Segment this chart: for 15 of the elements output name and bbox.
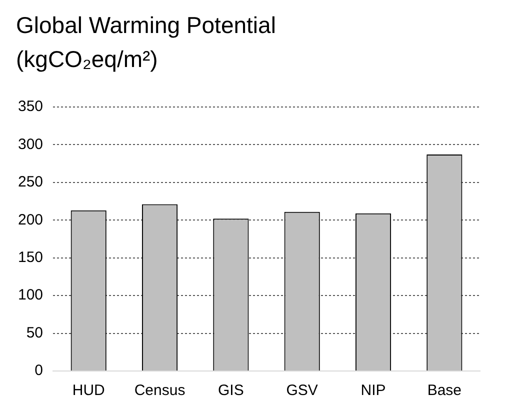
x-tick-label: GIS [218,382,244,400]
y-tick-label: 200 [18,211,44,228]
x-tick-label: Base [427,382,462,400]
chart-title: Global Warming Potential (kgCO₂eq/m²) [16,11,277,74]
x-tick-label: GSV [286,382,318,400]
y-tick-label: 350 [18,98,44,116]
y-tick-label: 250 [18,174,44,191]
y-tick-label: 300 [18,136,44,153]
y-tick-label: 150 [18,249,44,266]
x-tick-label: HUD [72,382,106,400]
y-tick-label: 0 [34,362,44,380]
y-tick-label: 100 [18,286,44,304]
x-tick-label: Census [134,382,186,400]
y-tick-label: 50 [26,324,44,342]
x-tick-label: NIP [360,382,386,400]
